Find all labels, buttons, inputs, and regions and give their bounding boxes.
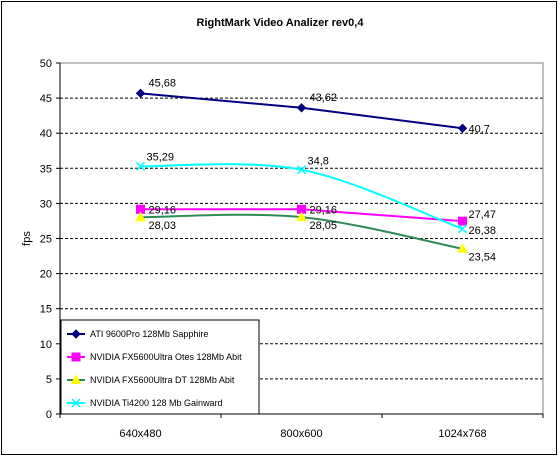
y-tick-label: 15 xyxy=(40,304,52,316)
legend-entry: NVIDIA FX5600Ultra Otes 128Mb Abit xyxy=(90,352,242,362)
chart-title: RightMark Video Analizer rev0,4 xyxy=(197,17,365,29)
legend-marker xyxy=(71,329,81,339)
data-point xyxy=(457,243,468,253)
legend-entry: NVIDIA Ti4200 128 Mb Gainward xyxy=(90,398,223,408)
data-label: 28,05 xyxy=(310,220,338,232)
data-label: 28,03 xyxy=(149,220,177,232)
x-tick-label: 1024x768 xyxy=(438,428,486,440)
legend-marker xyxy=(71,398,81,408)
y-tick-label: 50 xyxy=(40,58,52,70)
x-tick-label: 640x480 xyxy=(119,428,161,440)
legend-box xyxy=(60,319,260,415)
legend-entry: NVIDIA FX5600Ultra DT 128Mb Abit xyxy=(90,375,235,385)
y-tick-label: 30 xyxy=(40,198,52,210)
data-point xyxy=(135,211,146,222)
data-point xyxy=(457,224,468,234)
data-point xyxy=(296,103,307,113)
data-point xyxy=(135,88,146,99)
data-point xyxy=(458,216,467,226)
y-tick-label: 35 xyxy=(40,163,52,175)
data-label: 45,68 xyxy=(149,77,177,89)
data-label: 27,47 xyxy=(469,209,497,221)
y-tick-label: 20 xyxy=(40,269,52,281)
data-label: 26,38 xyxy=(469,225,497,237)
x-tick-label: 800x600 xyxy=(280,428,322,440)
data-point xyxy=(296,211,307,222)
y-tick-label: 5 xyxy=(46,374,52,386)
data-label: 23,54 xyxy=(469,252,497,264)
y-tick-label: 40 xyxy=(40,128,52,140)
data-point xyxy=(135,161,146,171)
y-tick-label: 25 xyxy=(40,234,52,246)
data-label: 43,62 xyxy=(310,92,338,104)
legend-marker xyxy=(70,374,82,384)
y-tick-label: 0 xyxy=(46,409,52,421)
data-label: 34,8 xyxy=(308,156,329,168)
data-point xyxy=(457,123,468,133)
legend-entry: ATI 9600Pro 128Mb Sapphire xyxy=(90,329,208,339)
y-axis-label: fps xyxy=(21,231,33,246)
y-tick-label: 10 xyxy=(40,339,52,351)
data-label: 29,16 xyxy=(310,204,338,216)
data-label: 35,29 xyxy=(147,151,175,163)
data-label: 40,7 xyxy=(469,123,490,135)
data-point xyxy=(296,165,307,175)
data-label: 29,16 xyxy=(149,204,177,216)
y-tick-label: 45 xyxy=(40,93,52,105)
legend-marker xyxy=(71,352,81,362)
